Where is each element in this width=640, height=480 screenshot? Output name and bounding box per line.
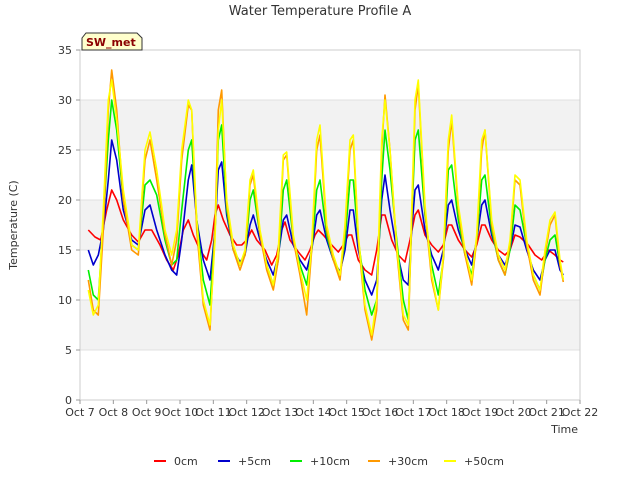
x-tick-label: Oct 20 (495, 406, 532, 419)
station-badge-shape (81, 32, 143, 51)
legend-label: +50cm (464, 455, 504, 468)
y-axis-title: Temperature (C) (7, 180, 20, 270)
x-tick-label: Oct 11 (195, 406, 232, 419)
y-tick-label: 25 (58, 144, 72, 157)
x-tick-label: Oct 13 (262, 406, 299, 419)
y-tick-label: 0 (65, 394, 72, 407)
x-tick-label: Oct 8 (99, 406, 129, 419)
y-tick-label: 15 (58, 244, 72, 257)
x-tick-label: Oct 15 (328, 406, 365, 419)
legend-label: 0cm (174, 455, 198, 468)
y-tick-label: 10 (58, 294, 72, 307)
x-tick-label: Oct 18 (428, 406, 465, 419)
station-badge-label: SW_met (86, 36, 136, 49)
x-tick-label: Oct 9 (132, 406, 162, 419)
legend-label: +5cm (238, 455, 271, 468)
y-axis-ticks: 0 5 10 15 20 25 30 35 (58, 44, 80, 407)
y-tick-label: 20 (58, 194, 72, 207)
plot-area-border (79, 49, 581, 401)
series-line-plus-50cm (87, 79, 565, 336)
x-tick-label: Oct 19 (462, 406, 499, 419)
x-tick-label: Oct 16 (362, 406, 399, 419)
legend-label: +30cm (388, 455, 428, 468)
x-tick-label: Oct 14 (295, 406, 332, 419)
chart-title: Water Temperature Profile A (229, 4, 412, 19)
x-tick-label: Oct 10 (162, 406, 199, 419)
legend-label: +10cm (310, 455, 350, 468)
station-badge: SW_met (81, 32, 143, 51)
series-lines (87, 69, 565, 341)
x-tick-label: Oct 7 (65, 406, 95, 419)
y-tick-label: 5 (65, 344, 72, 357)
legend: 0cm +5cm +10cm +30cm +50cm (154, 455, 504, 468)
x-tick-label: Oct 17 (395, 406, 432, 419)
y-tick-label: 35 (58, 44, 72, 57)
x-tick-label: Oct 12 (228, 406, 265, 419)
grid-band (80, 300, 580, 350)
y-tick-label: 30 (58, 94, 72, 107)
x-tick-label: Oct 22 (562, 406, 599, 419)
grid-band (80, 100, 580, 150)
x-tick-label: Oct 21 (528, 406, 565, 419)
x-axis-title: Time (550, 423, 578, 436)
series-line-plus-30cm (87, 69, 565, 341)
